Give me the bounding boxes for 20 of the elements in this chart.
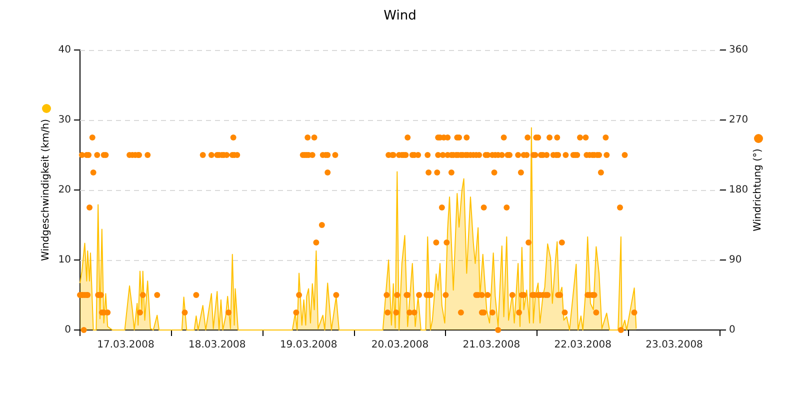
y-tick-label: 0 — [64, 324, 71, 336]
y2-tick-label: 0 — [729, 324, 736, 336]
y-axis-title: Windgeschwindigkeit (km/h) — [40, 118, 52, 261]
x-tick-label: 18.03.2008 — [188, 340, 246, 351]
x-tick-label: 19.03.2008 — [280, 340, 338, 351]
y-tick-label: 20 — [58, 184, 71, 196]
x-tick-label: 22.03.2008 — [554, 340, 612, 351]
y2-tick-label: 90 — [729, 254, 742, 266]
x-tick-label: 17.03.2008 — [97, 340, 154, 351]
y2-axis-title: Windrichtung (°) — [752, 148, 764, 232]
y2-tick-label: 270 — [729, 114, 748, 126]
y-tick-label: 40 — [58, 44, 71, 56]
y2-tick-label: 180 — [729, 184, 748, 196]
x-tick-label: 21.03.2008 — [462, 340, 520, 351]
y2-tick-label: 360 — [729, 44, 748, 56]
y-tick-label: 10 — [58, 254, 71, 266]
x-tick-label: 20.03.2008 — [371, 340, 429, 351]
x-tick-label: 23.03.2008 — [646, 340, 703, 351]
chart-title: Wind — [384, 8, 416, 24]
y-tick-label: 30 — [58, 114, 71, 126]
